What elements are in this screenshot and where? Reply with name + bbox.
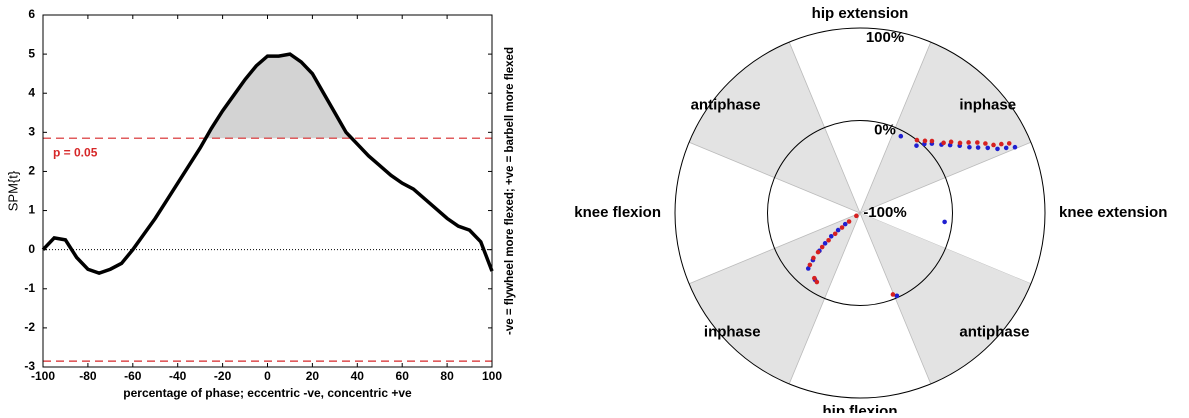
coupling-point <box>1006 141 1012 146</box>
coupling-point <box>807 262 813 268</box>
coupling-point <box>839 225 845 230</box>
coupling-point <box>846 219 852 224</box>
coupling-point <box>914 137 920 143</box>
y-tick-label: 2 <box>28 164 35 178</box>
x-tick-label: 20 <box>306 369 320 383</box>
y-tick-label: 6 <box>28 7 35 21</box>
x-tick-label: 100 <box>482 369 502 383</box>
coupling-point <box>832 231 838 237</box>
coupling-point <box>826 238 831 243</box>
coupling-point <box>854 213 859 219</box>
y-tick-label: -2 <box>24 320 35 334</box>
x-tick-label: 80 <box>440 369 454 383</box>
coupling-point <box>942 219 947 225</box>
x-tick-label: 40 <box>351 369 365 383</box>
coupling-point <box>812 275 817 281</box>
sector <box>689 42 860 213</box>
y-tick-label: -1 <box>24 281 35 295</box>
coupling-point <box>894 293 900 299</box>
ring <box>767 120 953 306</box>
sector-label: knee flexion <box>574 204 661 221</box>
sector-label: knee extension <box>1059 204 1167 221</box>
suprathreshold-area <box>205 54 352 139</box>
coupling-point <box>975 145 981 150</box>
y-tick-label: 1 <box>28 203 35 217</box>
coupling-point <box>805 266 811 271</box>
threshold-label: p = 0.05 <box>53 145 98 159</box>
y-tick-label: 5 <box>28 46 35 60</box>
coupling-point <box>948 139 954 145</box>
x-tick-label: 0 <box>264 369 271 383</box>
x-tick-label: 60 <box>396 369 410 383</box>
coupling-point <box>828 233 834 239</box>
sector-label: inphase <box>959 97 1016 114</box>
x-tick-label: -40 <box>169 369 187 383</box>
sector-label: inphase <box>704 323 761 340</box>
sector-label: hip flexion <box>823 403 898 413</box>
coupling-point <box>814 279 820 285</box>
y-tick-label: 0 <box>28 242 35 256</box>
coupling-point <box>842 221 848 227</box>
coupling-point <box>941 140 946 146</box>
x-tick-label: -60 <box>124 369 142 383</box>
sector-label: antiphase <box>691 97 761 114</box>
coupling-point <box>811 255 816 261</box>
coupling-point <box>822 241 828 246</box>
y-tick-label: 4 <box>28 85 35 99</box>
right-axis-label: -ve = flywheel more flexed; +ve = barbel… <box>504 47 516 335</box>
coupling-point <box>890 292 896 297</box>
coupling-point <box>922 138 928 144</box>
coupling-point <box>985 145 991 151</box>
sector-label: hip extension <box>812 5 909 22</box>
coupling-point <box>815 249 821 255</box>
sector <box>860 42 1031 213</box>
coupling-point <box>929 138 935 144</box>
coupling-point <box>995 146 1000 152</box>
r-tick-label: -100% <box>863 204 906 221</box>
spm-curve <box>41 52 494 275</box>
coupling-point <box>983 141 988 146</box>
coupling-point <box>835 227 841 233</box>
y-tick-label: -3 <box>24 359 35 373</box>
coupling-point <box>819 244 825 250</box>
coupling-point <box>975 140 980 145</box>
coupling-point <box>967 144 972 150</box>
coupling-point <box>914 143 919 148</box>
r-tick-label: 100% <box>866 29 904 46</box>
ring <box>674 27 1046 399</box>
x-tick-label: -100 <box>31 369 55 383</box>
x-axis-label: percentage of phase; eccentric -ve, conc… <box>123 386 412 400</box>
coupling-point <box>1003 145 1009 151</box>
x-tick-label: -80 <box>79 369 97 383</box>
sector <box>689 213 860 384</box>
sector-label: antiphase <box>959 323 1029 340</box>
y-axis-label: SPM{t} <box>5 170 20 211</box>
coupling-point <box>966 140 971 145</box>
r-tick-label: 0% <box>874 121 896 138</box>
x-tick-label: -20 <box>214 369 232 383</box>
sector <box>860 213 1031 384</box>
coupling-point <box>991 142 996 148</box>
coupling-point <box>999 141 1004 147</box>
y-tick-label: 3 <box>28 125 35 139</box>
coupling-point <box>957 140 963 146</box>
coupling-point <box>1012 144 1018 150</box>
coupling-point <box>898 133 904 139</box>
